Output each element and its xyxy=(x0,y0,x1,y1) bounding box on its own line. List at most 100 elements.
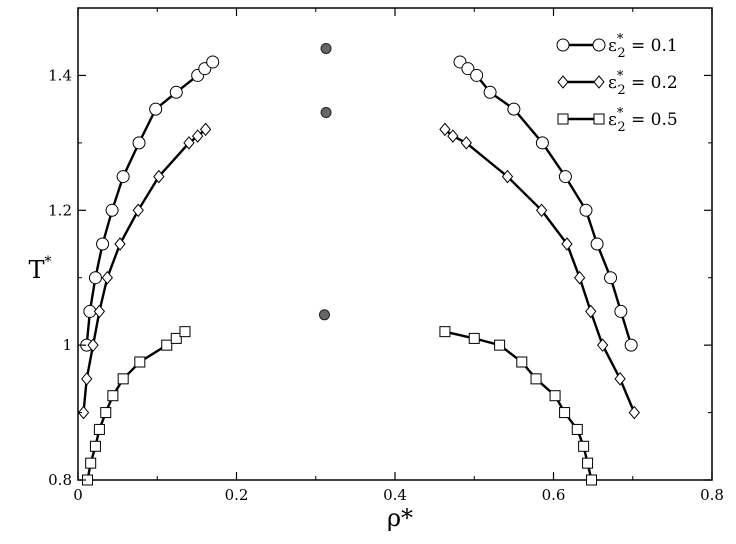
data-point-diamond xyxy=(460,136,472,150)
y-axis-title-main: T xyxy=(28,256,44,284)
y-tick-label: 1 xyxy=(62,336,72,354)
data-point-diamond xyxy=(93,304,106,319)
legend-label-part: 2 xyxy=(617,46,625,61)
series-line xyxy=(459,60,633,346)
y-axis-title: T* xyxy=(28,254,51,284)
data-point-circle xyxy=(592,38,606,52)
data-point-square xyxy=(170,332,182,344)
series-line xyxy=(86,330,186,481)
data-point-diamond xyxy=(574,270,586,285)
data-point-square xyxy=(516,356,528,368)
legend-label-part: ε xyxy=(608,36,617,56)
data-point-square xyxy=(134,356,146,368)
x-tick-label: 0.4 xyxy=(383,486,407,504)
legend-label-part: ε xyxy=(608,110,617,130)
data-point-square xyxy=(559,407,571,419)
x-tick-label: 0.8 xyxy=(700,486,724,504)
critical-point xyxy=(320,42,332,54)
data-point-square xyxy=(494,339,506,351)
x-ticks: 0 0.2 0.4 0.6 0.8 xyxy=(73,8,724,504)
data-point-diamond xyxy=(192,129,204,143)
legend-entry: ε* 2 = 0.2 xyxy=(557,69,678,98)
data-point-circle xyxy=(507,102,521,116)
data-layer xyxy=(77,42,640,486)
data-point-diamond xyxy=(585,304,597,319)
series xyxy=(77,122,640,420)
data-point-circle xyxy=(590,237,604,251)
data-point-circle xyxy=(470,68,484,82)
legend-label-part: = 0.5 xyxy=(626,110,678,130)
data-point-square xyxy=(468,332,480,344)
data-point-circle xyxy=(483,85,497,99)
legend-entry: ε* 2 = 0.5 xyxy=(557,106,678,135)
data-point-circle xyxy=(579,203,593,217)
y-tick-label: 1.4 xyxy=(48,66,72,84)
data-point-diamond xyxy=(439,122,451,137)
data-point-diamond xyxy=(501,169,514,184)
legend-label-part: = 0.2 xyxy=(626,73,678,93)
data-point-diamond xyxy=(447,129,459,143)
data-point-diamond xyxy=(81,372,93,386)
data-point-square xyxy=(586,474,598,486)
data-point-square xyxy=(582,457,594,469)
series-line xyxy=(444,330,593,481)
data-point-square xyxy=(549,390,561,402)
data-point-square xyxy=(530,373,542,385)
x-tick-label: 0.6 xyxy=(542,486,566,504)
data-point-square xyxy=(85,457,97,469)
data-point-square xyxy=(179,326,191,338)
series xyxy=(80,55,638,352)
data-point-square xyxy=(578,440,590,452)
data-point-circle xyxy=(149,102,163,116)
data-point-square xyxy=(557,113,569,125)
data-point-circle xyxy=(558,170,572,184)
data-point-circle xyxy=(132,136,146,150)
series-line xyxy=(82,128,207,413)
y-axis-title-star: * xyxy=(45,254,52,270)
y-tick-label: 0.8 xyxy=(48,471,72,489)
data-point-circle xyxy=(556,38,570,52)
legend-entry: ε* 2 = 0.1 xyxy=(556,32,678,61)
data-point-circle xyxy=(88,271,102,285)
legend-label: ε* 2 = 0.1 xyxy=(608,32,678,61)
data-point-square xyxy=(439,326,451,338)
legend-label: ε* 2 = 0.5 xyxy=(608,106,678,135)
data-point-circle xyxy=(624,338,638,352)
data-point-diamond xyxy=(183,136,195,150)
data-point-square xyxy=(117,373,129,385)
data-point-diamond xyxy=(132,203,144,218)
data-point-diamond xyxy=(593,75,605,89)
data-point-circle xyxy=(116,170,130,184)
data-point-circle xyxy=(604,271,618,285)
data-point-square xyxy=(100,407,112,419)
data-point-diamond xyxy=(199,122,212,137)
data-point-circle xyxy=(535,136,549,150)
legend: ε* 2 = 0.1ε* 2 = 0.2ε* 2 = 0.5 xyxy=(556,32,678,135)
critical-point xyxy=(320,107,332,119)
x-tick-label: 0 xyxy=(73,486,83,504)
data-point-square xyxy=(89,440,101,452)
data-point-square xyxy=(107,390,119,402)
data-point-diamond xyxy=(561,237,573,251)
data-point-diamond xyxy=(535,203,548,218)
data-point-circle xyxy=(169,85,183,99)
data-point-diamond xyxy=(101,270,113,285)
data-point-diamond xyxy=(77,405,90,420)
data-point-circle xyxy=(461,62,475,76)
data-point-circle xyxy=(105,203,119,217)
data-point-square xyxy=(161,339,173,351)
data-point-diamond xyxy=(557,75,569,89)
data-point-diamond xyxy=(87,338,99,352)
series xyxy=(82,326,598,486)
y-tick-label: 1.2 xyxy=(48,201,72,219)
critical-point xyxy=(318,309,330,321)
legend-label-part: * xyxy=(617,69,624,84)
series-line xyxy=(444,128,636,414)
series xyxy=(318,42,332,321)
legend-label-part: * xyxy=(617,106,624,121)
data-point-diamond xyxy=(614,372,626,386)
data-point-circle xyxy=(614,304,628,318)
y-ticks: 0.8 1 1.2 1.4 xyxy=(48,7,712,489)
data-point-diamond xyxy=(628,405,640,420)
